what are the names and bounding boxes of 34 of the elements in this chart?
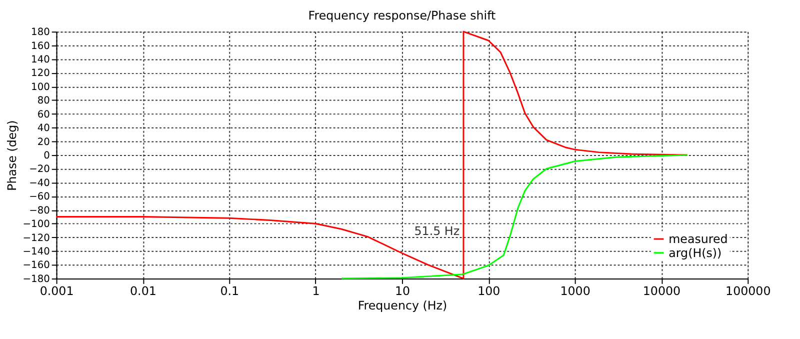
y-tick-label: 180: [31, 27, 50, 38]
x-tick-label: 0.1: [220, 284, 240, 298]
x-tick-label: 100: [478, 284, 500, 298]
y-tick-label: −180: [22, 274, 50, 285]
chart-title: Frequency response/Phase shift: [308, 8, 496, 23]
x-tick-label: 0.01: [130, 284, 156, 298]
y-tick-label: −40: [29, 178, 50, 189]
y-tick-label: 40: [37, 123, 50, 134]
annotation: 51.5 Hz: [414, 224, 460, 238]
y-tick-label: 60: [37, 109, 50, 120]
y-tick-label: −60: [29, 192, 50, 203]
x-tick-label: 100000: [726, 284, 771, 298]
y-tick-label: 0: [44, 150, 50, 162]
y-tick-label: 80: [37, 96, 50, 107]
y-tick-label: −160: [22, 260, 50, 272]
y-tick-label: −80: [29, 205, 50, 216]
x-tick-label: 0.001: [40, 284, 74, 298]
y-tick-label: 140: [31, 54, 50, 66]
y-tick-label: 120: [31, 68, 50, 80]
y-tick-label: −140: [22, 246, 50, 258]
x-tick-label: 10000: [642, 284, 681, 298]
x-axis-title: Frequency (Hz): [358, 298, 448, 313]
legend-label: arg(H(s)): [668, 246, 722, 260]
x-tick-label: 10: [394, 284, 410, 298]
y-tick-label: 160: [31, 40, 50, 52]
y-tick-label: 20: [37, 136, 50, 148]
legend-label: measured: [668, 232, 728, 246]
y-axis-title: Phase (deg): [4, 120, 19, 191]
x-tick-label: 1000: [560, 284, 590, 298]
x-tick-label: 1: [312, 284, 320, 298]
y-tick-label: −120: [22, 232, 50, 244]
y-tick-label: −100: [22, 219, 50, 230]
y-tick-label: −20: [29, 164, 50, 176]
y-tick-label: 100: [31, 82, 50, 93]
